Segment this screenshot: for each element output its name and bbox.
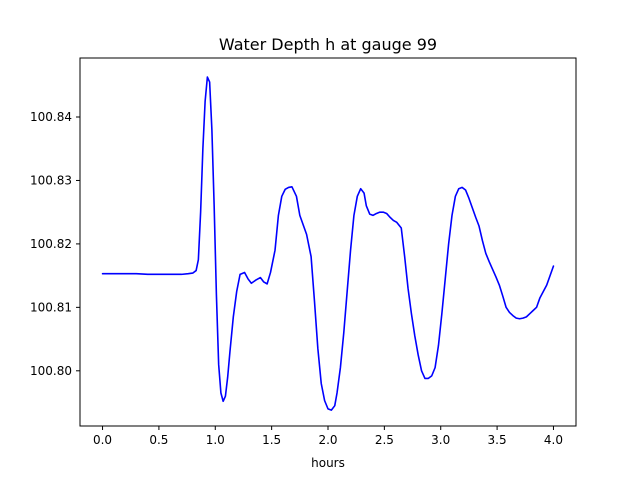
line-layer [101, 76, 555, 411]
x-tick-label: 3.5 [488, 433, 507, 447]
x-tick-label: 3.0 [431, 433, 450, 447]
x-axis-label: hours [311, 456, 345, 470]
x-tick-label: 1.5 [262, 433, 281, 447]
x-tick-label: 4.0 [544, 433, 563, 447]
y-tick-label: 100.81 [30, 300, 72, 314]
y-tick-label: 100.82 [30, 237, 72, 251]
chart-title: Water Depth h at gauge 99 [219, 35, 437, 54]
x-tick-label: 1.0 [206, 433, 225, 447]
series-line-0 [101, 76, 555, 411]
y-axis-ticks: 100.80 100.81 100.82 100.83 100.84 [30, 110, 80, 378]
y-tick-label: 100.84 [30, 110, 72, 124]
x-tick-label: 0.0 [93, 433, 112, 447]
y-tick-label: 100.80 [30, 364, 72, 378]
x-tick-label: 2.0 [318, 433, 337, 447]
y-tick-label: 100.83 [30, 173, 72, 187]
x-tick-label: 2.5 [375, 433, 394, 447]
x-tick-label: 0.5 [149, 433, 168, 447]
x-axis-ticks: 0.0 0.5 1.0 1.5 2.0 2.5 3.0 3.5 4.0 [93, 426, 563, 447]
